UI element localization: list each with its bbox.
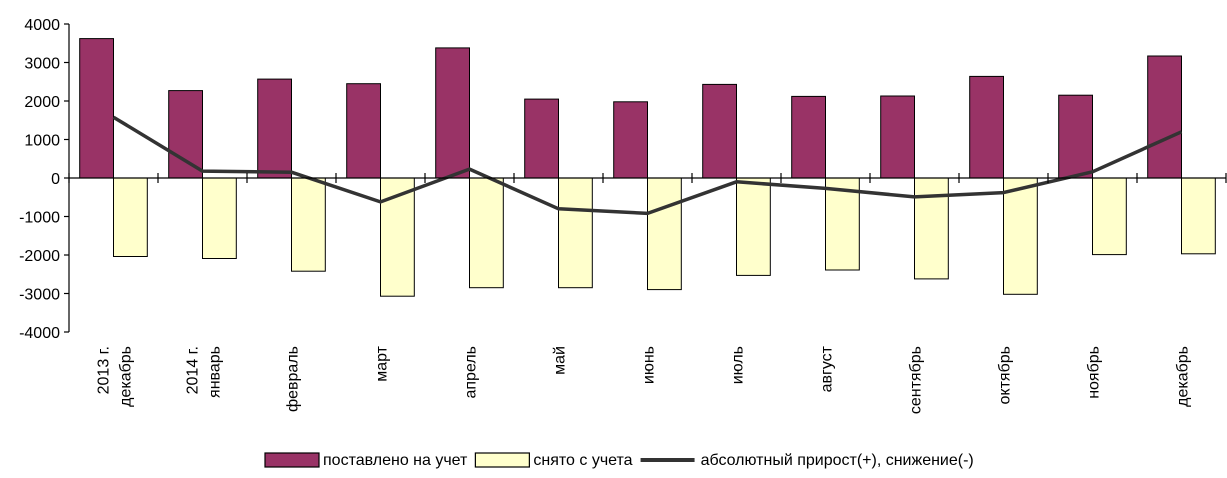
bar-deregistered-3 bbox=[380, 177, 415, 297]
bar-deregistered-2 bbox=[291, 177, 326, 272]
x-tick-label: февраль bbox=[285, 346, 302, 412]
x-tick-label: апрель bbox=[463, 346, 480, 399]
y-tick-label: -2000 bbox=[19, 248, 60, 265]
bar-registered-11 bbox=[1058, 94, 1093, 179]
bar-deregistered-6 bbox=[647, 177, 682, 291]
y-tick-label: -3000 bbox=[19, 287, 60, 304]
legend-label-0: поставлено на учет bbox=[323, 452, 468, 469]
line-layer bbox=[112, 115, 1183, 216]
y-tick-label: 1000 bbox=[24, 133, 60, 150]
bar-registered-6 bbox=[613, 101, 649, 179]
x-tick-label: 2013 г. bbox=[96, 346, 113, 394]
legend: поставлено на учет снято с учета абсолютны… bbox=[264, 452, 974, 469]
bar-deregistered-10 bbox=[1003, 177, 1038, 295]
x-tick-label: сентябрь bbox=[908, 346, 925, 414]
bar-registered-7 bbox=[702, 83, 738, 179]
bar-deregistered-8 bbox=[825, 177, 860, 271]
bar-registered-8 bbox=[791, 95, 827, 179]
bar-registered-9 bbox=[880, 95, 916, 179]
bar-deregistered-9 bbox=[914, 177, 949, 280]
y-tick-label: 2000 bbox=[24, 94, 60, 111]
x-tick-label: март bbox=[374, 345, 391, 381]
x-tick-label: 2014 г. bbox=[185, 346, 202, 394]
bar-deregistered-11 bbox=[1092, 177, 1127, 256]
y-tick-label: 4000 bbox=[24, 17, 60, 34]
x-tick-label: июнь bbox=[641, 346, 658, 384]
legend-swatch-0 bbox=[264, 452, 320, 468]
bar-registered-5 bbox=[524, 98, 560, 179]
x-tick-label: декабрь bbox=[118, 346, 135, 407]
bar-deregistered-0 bbox=[113, 177, 148, 257]
y-tick-label: 3000 bbox=[24, 56, 60, 73]
axes-layer: 4000 3000 2000 1000 0 -1000 -2000 -3000 -4000 201… bbox=[19, 17, 1227, 414]
bar-deregistered-7 bbox=[736, 177, 771, 276]
bar-deregistered-4 bbox=[469, 177, 504, 289]
bar-registered-10 bbox=[969, 75, 1005, 179]
x-tick-label: октябрь bbox=[997, 346, 1014, 404]
bar-deregistered-12 bbox=[1181, 177, 1216, 255]
legend-label-1: снято с учета bbox=[533, 452, 632, 469]
y-tick-label: 0 bbox=[51, 171, 60, 188]
y-tick-label: -4000 bbox=[19, 325, 60, 342]
bar-deregistered-1 bbox=[202, 177, 237, 259]
bar-registered-3 bbox=[346, 83, 382, 179]
x-tick-label: декабрь bbox=[1175, 346, 1192, 407]
y-tick-label: -1000 bbox=[19, 210, 60, 227]
legend-label-2: абсолютный прирост(+), снижение(-) bbox=[701, 452, 974, 469]
x-tick-label: ноябрь bbox=[1086, 346, 1103, 399]
bar-deregistered-5 bbox=[558, 177, 593, 289]
legend-swatch-1 bbox=[474, 452, 530, 468]
bar-registered-1 bbox=[168, 90, 203, 179]
bar-registered-0 bbox=[79, 38, 114, 179]
x-tick-label: май bbox=[552, 346, 569, 375]
x-tick-label: июль bbox=[730, 346, 747, 384]
bar-registered-2 bbox=[257, 78, 293, 179]
x-tick-label: август bbox=[819, 345, 836, 392]
bar-registered-12 bbox=[1147, 55, 1182, 179]
bars-layer bbox=[79, 38, 1216, 297]
bar-registered-4 bbox=[435, 47, 471, 179]
x-tick-label: январь bbox=[207, 346, 224, 398]
